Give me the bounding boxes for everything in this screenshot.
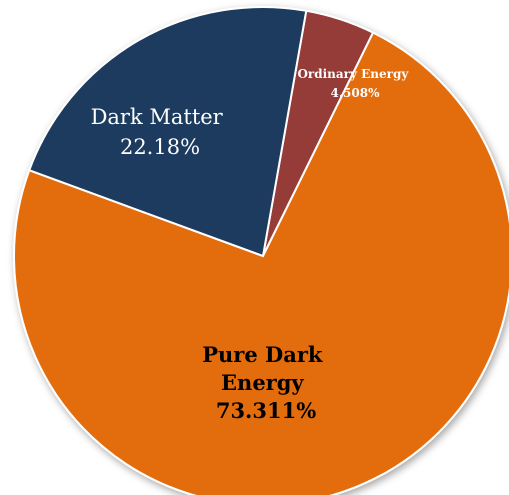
pie-slices: [13, 6, 509, 495]
slice-name-dark-matter: Dark Matter: [91, 105, 224, 129]
slice-name-ordinary-energy: Ordinary Energy: [297, 67, 409, 81]
slice-value-pure-dark-energy: 73.311%: [216, 398, 316, 423]
slice-label-ordinary-energy: Ordinary Energy 4.508%: [297, 67, 412, 100]
slice-name-pure-dark-energy-line1: Pure Dark: [202, 342, 323, 367]
slice-name-pure-dark-energy-line2: Energy: [221, 370, 304, 395]
pie-slice-dark-matter: [27, 6, 308, 258]
pie-labels: Ordinary Energy 4.508% Dark Matter 22.18…: [91, 67, 412, 423]
slice-value-ordinary-energy: 4.508%: [331, 86, 381, 100]
pie-slice-pure-dark-energy: [13, 31, 509, 495]
slice-label-pure-dark-energy: Pure Dark Energy 73.311%: [202, 342, 330, 423]
slice-value-dark-matter: 22.18%: [120, 135, 200, 159]
slice-label-dark-matter: Dark Matter 22.18%: [91, 105, 230, 159]
